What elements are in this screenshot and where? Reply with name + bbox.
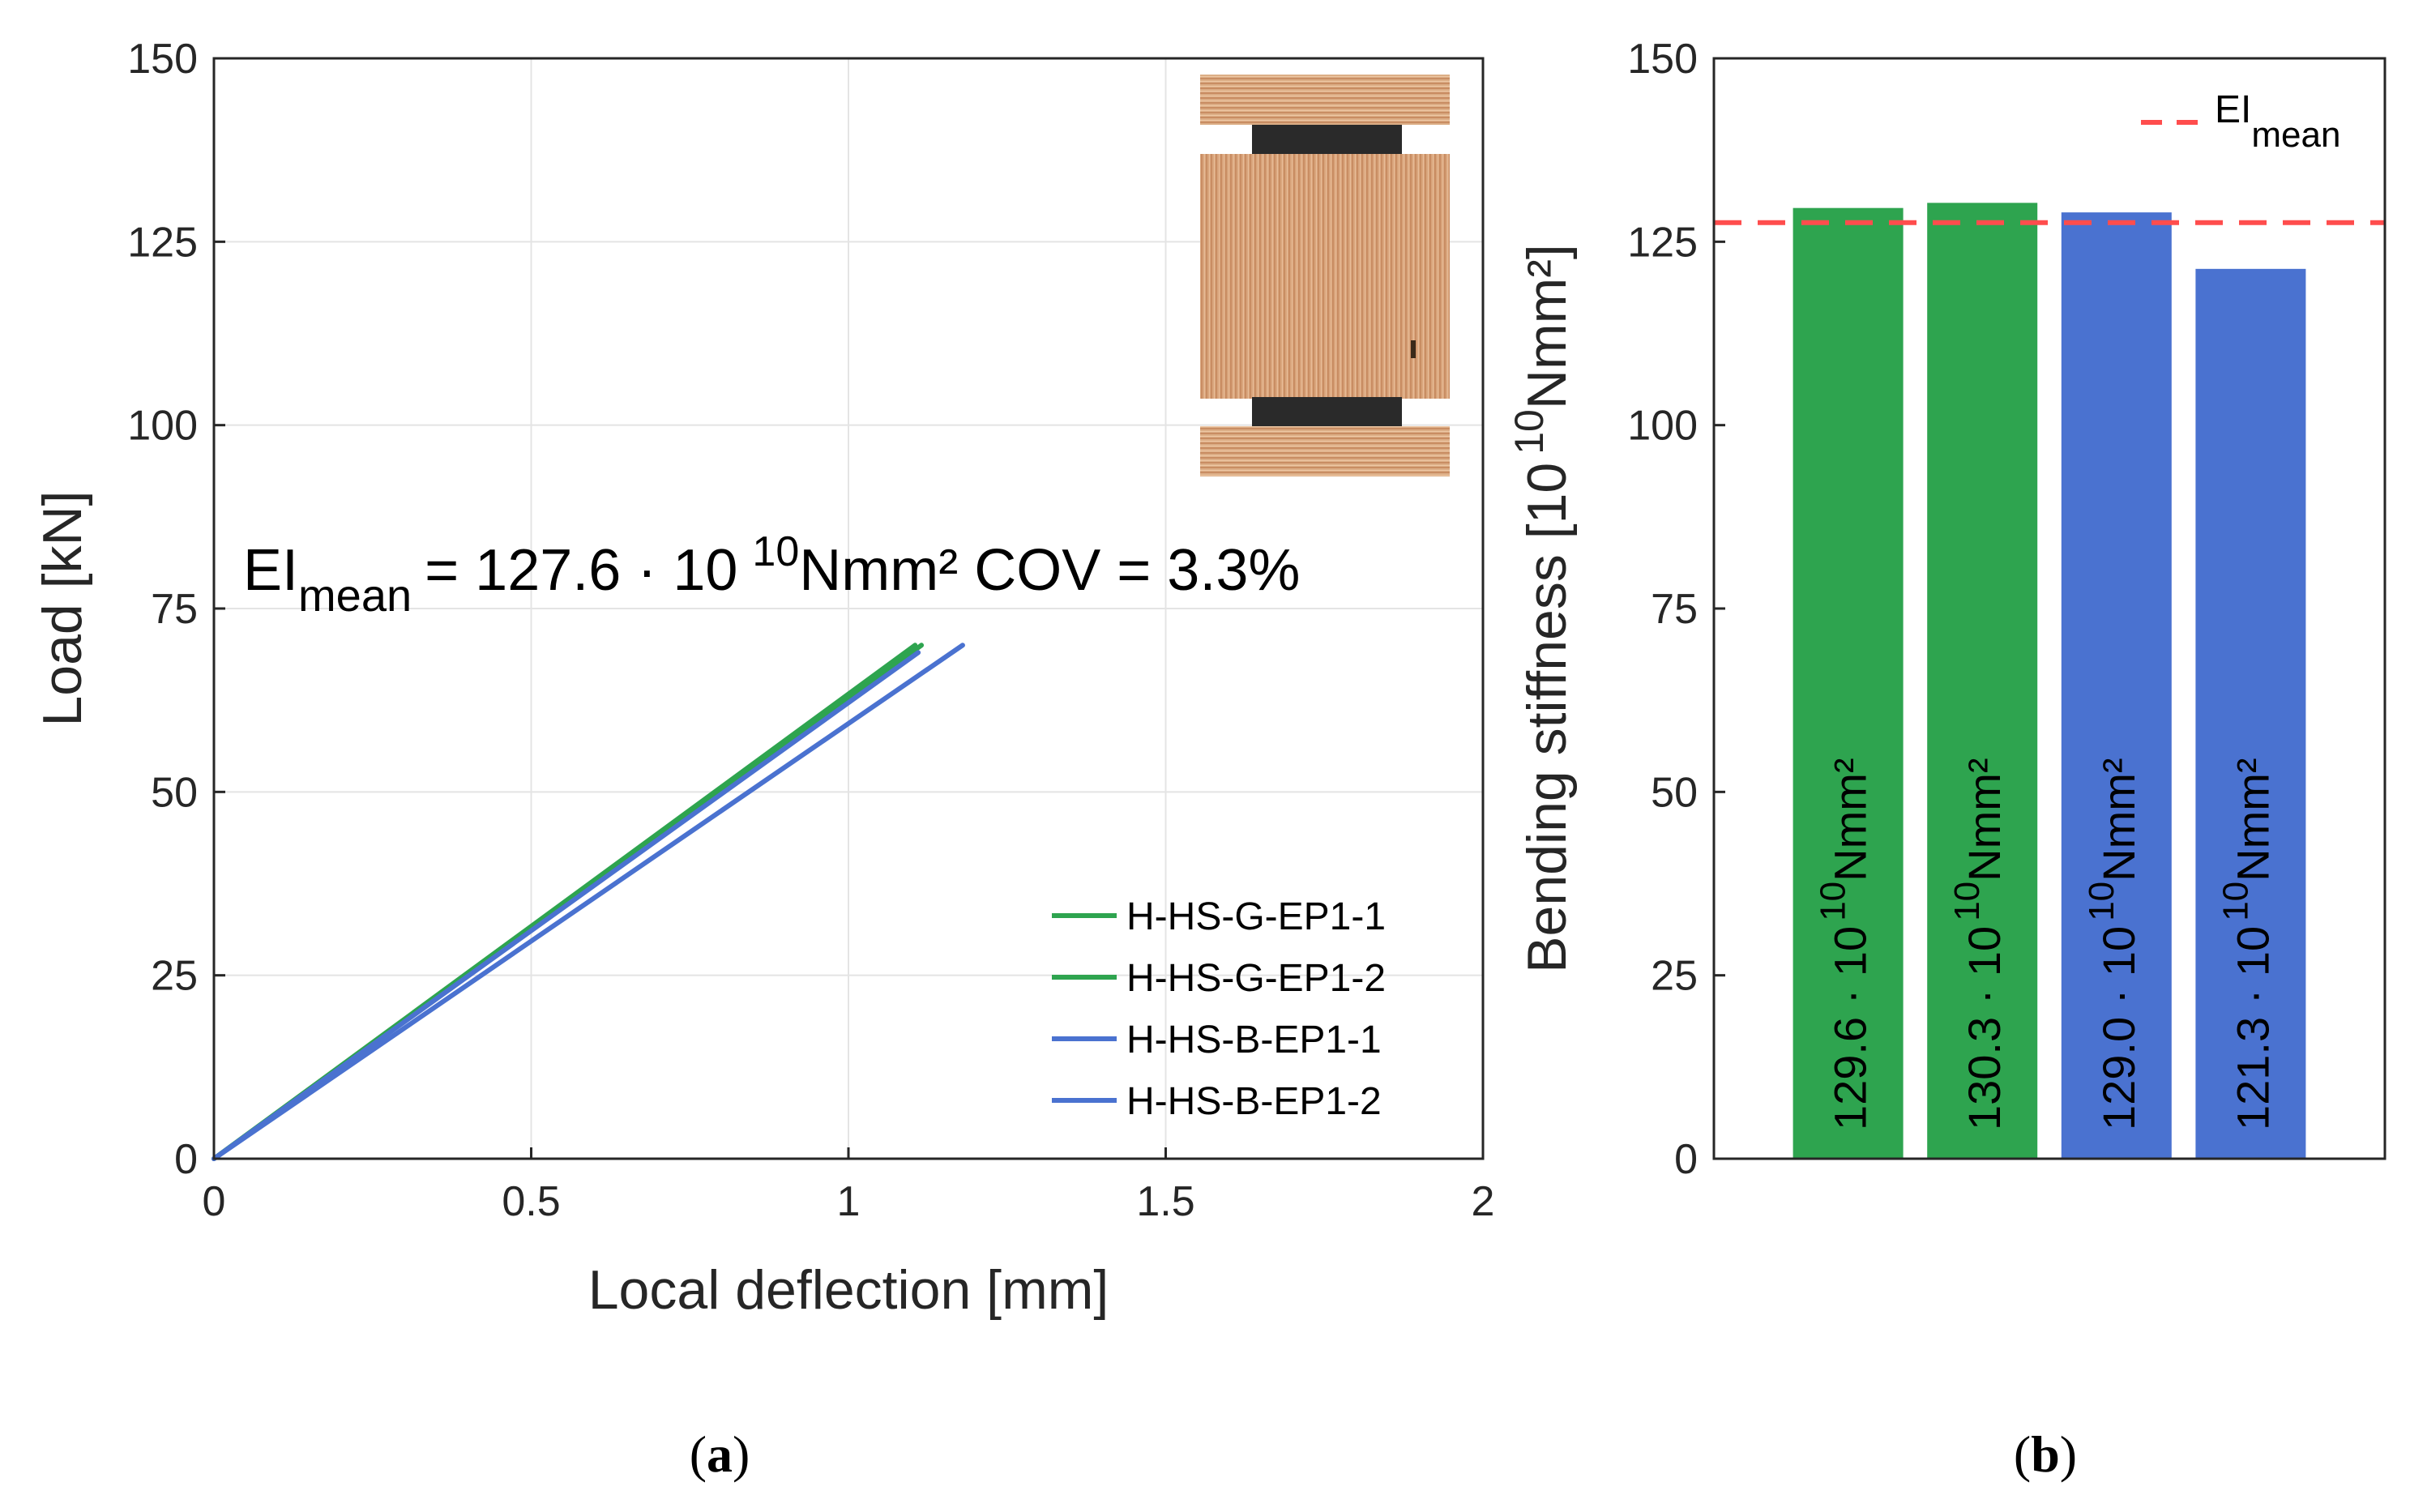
legend-label: H-HS-B-EP1-2	[1126, 1080, 1382, 1123]
caption-a: (a)	[690, 1425, 750, 1483]
bar-label-sup: 10	[1947, 882, 1987, 921]
panel-b-ytick-label: 125	[1627, 219, 1698, 266]
annotation-middle: = 127.6 · 10	[425, 538, 737, 603]
panel-a-xtick-label: 2	[1472, 1178, 1495, 1225]
specimen-photo-image	[1200, 75, 1450, 476]
bar-label-1: 129.6 · 10 10Nmm²	[1814, 758, 1876, 1130]
bar-label-tail: Nmm²	[1959, 758, 2010, 881]
bar-label-sup: 10	[2216, 882, 2255, 921]
panel-b-y-axis-label: Bending stiffness [10 10Nmm²]	[1506, 244, 1578, 973]
bar-label-tail: Nmm²	[2227, 758, 2278, 881]
panel-a-xtick-label: 0.5	[502, 1178, 560, 1225]
series-line-h-hs-b-ep1-1	[212, 650, 921, 1161]
bar-3	[2061, 212, 2172, 1159]
panel-a-xtick-label: 1.5	[1136, 1178, 1194, 1225]
annotation-sub: mean	[298, 570, 412, 621]
panel-a-ticks: 0 0.5 1 1.5 2 0 25 50 75 100 125 150	[127, 36, 1494, 1225]
caption-b-open: (	[2014, 1425, 2031, 1483]
legend-mean-label: EImean	[2215, 88, 2340, 155]
panel-b-ylabel-main: Bending stiffness [10	[1516, 463, 1578, 973]
bar-1	[1793, 207, 1904, 1159]
legend-label: H-HS-G-EP1-1	[1126, 895, 1386, 938]
caption-b-letter: b	[2031, 1425, 2060, 1483]
annotation-sup: 10	[752, 528, 799, 575]
panel-b-ytick-label: 0	[1674, 1136, 1698, 1183]
panel-a-ytick-label: 75	[151, 586, 198, 633]
panel-a-ytick-label: 150	[127, 36, 198, 83]
bar-label-2: 130.3 · 10 10Nmm²	[1947, 758, 2010, 1130]
series-line-h-hs-b-ep1-2	[212, 643, 965, 1161]
panel-a-legend: H-HS-G-EP1-1 H-HS-G-EP1-2 H-HS-B-EP1-1 H-HS…	[1052, 895, 1386, 1123]
bar-label-tail: Nmm²	[2093, 758, 2144, 881]
legend-mean-sub: mean	[2251, 115, 2340, 155]
annotation-tail: Nmm² COV = 3.3%	[799, 538, 1300, 603]
bar-label-main: 129.0 · 10	[2093, 926, 2144, 1130]
caption-b: (b)	[2014, 1425, 2077, 1483]
bar-2	[1927, 203, 2038, 1159]
bar-label-3: 129.0 · 10 10Nmm²	[2082, 758, 2144, 1130]
panel-b-ticks: 0 25 50 75 100 125 150	[1627, 36, 1725, 1183]
panel-b-ytick-label: 25	[1651, 953, 1698, 1000]
panel-a-xtick-label: 1	[837, 1178, 861, 1225]
bar-4	[2195, 268, 2306, 1159]
legend-label: H-HS-B-EP1-1	[1126, 1019, 1382, 1061]
panel-a-y-axis-label: Load [kN]	[32, 490, 93, 726]
bar-label-sup: 10	[2082, 882, 2122, 921]
caption-a-close: )	[733, 1425, 750, 1483]
bar-label-main: 121.3 · 10	[2227, 926, 2278, 1130]
panel-a-xtick-label: 0	[203, 1178, 226, 1225]
annotation-ei: EI	[243, 538, 298, 603]
panel-a-ytick-label: 0	[174, 1136, 198, 1183]
panel-a-ytick-label: 25	[151, 953, 198, 1000]
bar-label-main: 130.3 · 10	[1959, 926, 2010, 1130]
panel-a-x-axis-label: Local deflection [mm]	[588, 1259, 1109, 1321]
panel-b-ylabel-tail: Nmm²]	[1516, 244, 1578, 409]
legend-label: H-HS-G-EP1-2	[1126, 957, 1386, 1000]
panel-a-ytick-label: 100	[127, 403, 198, 450]
panel-b-ylabel-sup: 10	[1506, 409, 1552, 455]
caption-b-close: )	[2060, 1425, 2077, 1483]
caption-a-open: (	[690, 1425, 707, 1483]
panel-a-ytick-label: 125	[127, 219, 198, 266]
bar-label-tail: Nmm²	[1825, 758, 1876, 881]
panel-a-line-chart: 0 0.5 1 1.5 2 0 25 50 75 100 125 150 Local deflecti…	[32, 36, 1494, 1321]
bar-label-main: 129.6 · 10	[1825, 926, 1876, 1130]
panel-b-ytick-label: 50	[1651, 769, 1698, 816]
bar-label-4: 121.3 · 10 10Nmm²	[2216, 758, 2278, 1130]
panel-b-ytick-label: 150	[1627, 36, 1698, 83]
ei-mean-annotation: EImean = 127.6 · 10 10Nmm² COV = 3.3%	[243, 528, 1300, 621]
panel-b-ytick-label: 100	[1627, 403, 1698, 450]
panel-b-ytick-label: 75	[1651, 586, 1698, 633]
bar-label-sup: 10	[1814, 882, 1853, 921]
panel-a-series-lines	[212, 643, 965, 1161]
panel-b-legend: EImean	[2141, 88, 2340, 155]
caption-a-letter: a	[707, 1425, 733, 1483]
legend-mean-base: EI	[2215, 88, 2251, 131]
panel-a-ytick-label: 50	[151, 769, 198, 816]
